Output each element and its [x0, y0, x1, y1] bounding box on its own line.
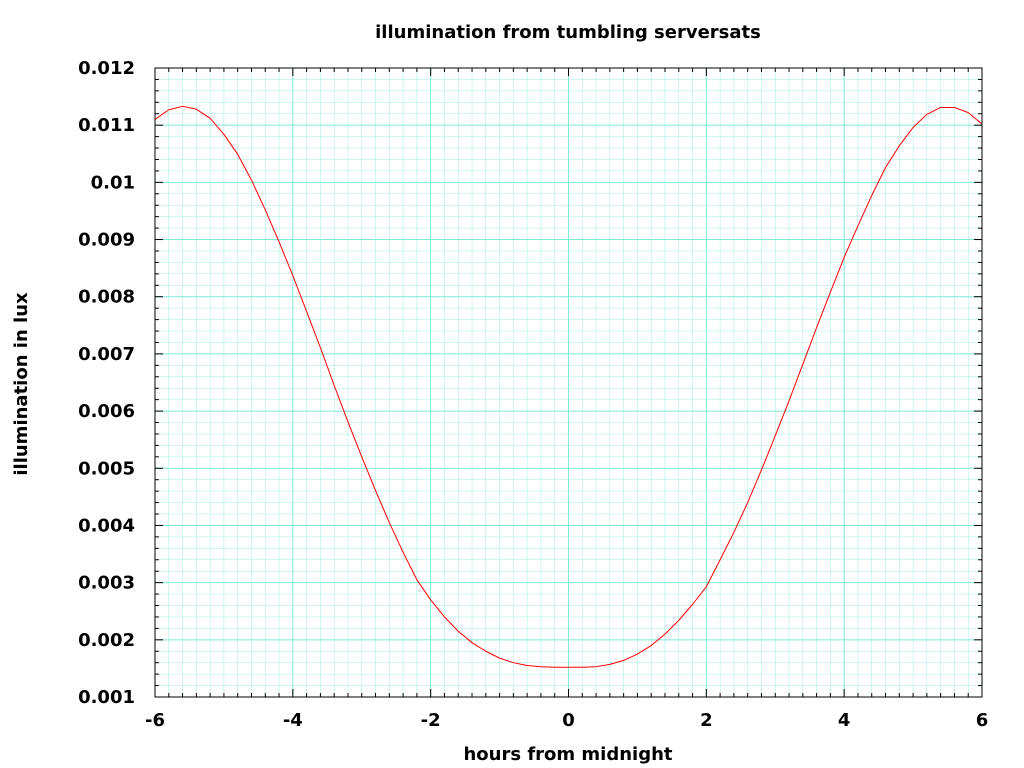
chart-title: illumination from tumbling serversats [375, 22, 761, 43]
series-line [154, 105, 983, 668]
x-axis-label: hours from midnight [463, 744, 672, 765]
x-tick-label: -2 [421, 710, 441, 731]
x-tick-label: 6 [976, 710, 989, 731]
y-tick-label: 0.002 [78, 630, 135, 651]
y-tick-label: 0.012 [78, 58, 135, 79]
series-group [154, 105, 983, 668]
x-tick-label: 0 [562, 710, 575, 731]
y-tick-label: 0.009 [78, 230, 135, 251]
plot-frame [154, 67, 983, 698]
y-tick-label: 0.004 [78, 515, 135, 536]
x-tick-label: 4 [838, 710, 851, 731]
y-tick-label: 0.007 [78, 344, 135, 365]
y-tick-label: 0.006 [78, 401, 135, 422]
y-tick-label: 0.008 [78, 287, 135, 308]
x-tick-label: 2 [700, 710, 713, 731]
x-tick-label: -4 [283, 710, 303, 731]
y-tick-label: 0.005 [78, 458, 135, 479]
y-axis-label: illumination in lux [11, 292, 32, 476]
y-tick-label: 0.01 [91, 172, 135, 193]
tick-marks [154, 67, 983, 698]
y-tick-label: 0.003 [78, 573, 135, 594]
y-tick-label: 0.001 [78, 687, 135, 708]
tick-labels: -6 -4 -2 0 2 4 6 0.001 0.002 0.003 0.004 0.005 0.006… [78, 58, 988, 731]
grid [154, 67, 983, 698]
y-tick-label: 0.011 [78, 115, 135, 136]
x-tick-label: -6 [145, 710, 165, 731]
